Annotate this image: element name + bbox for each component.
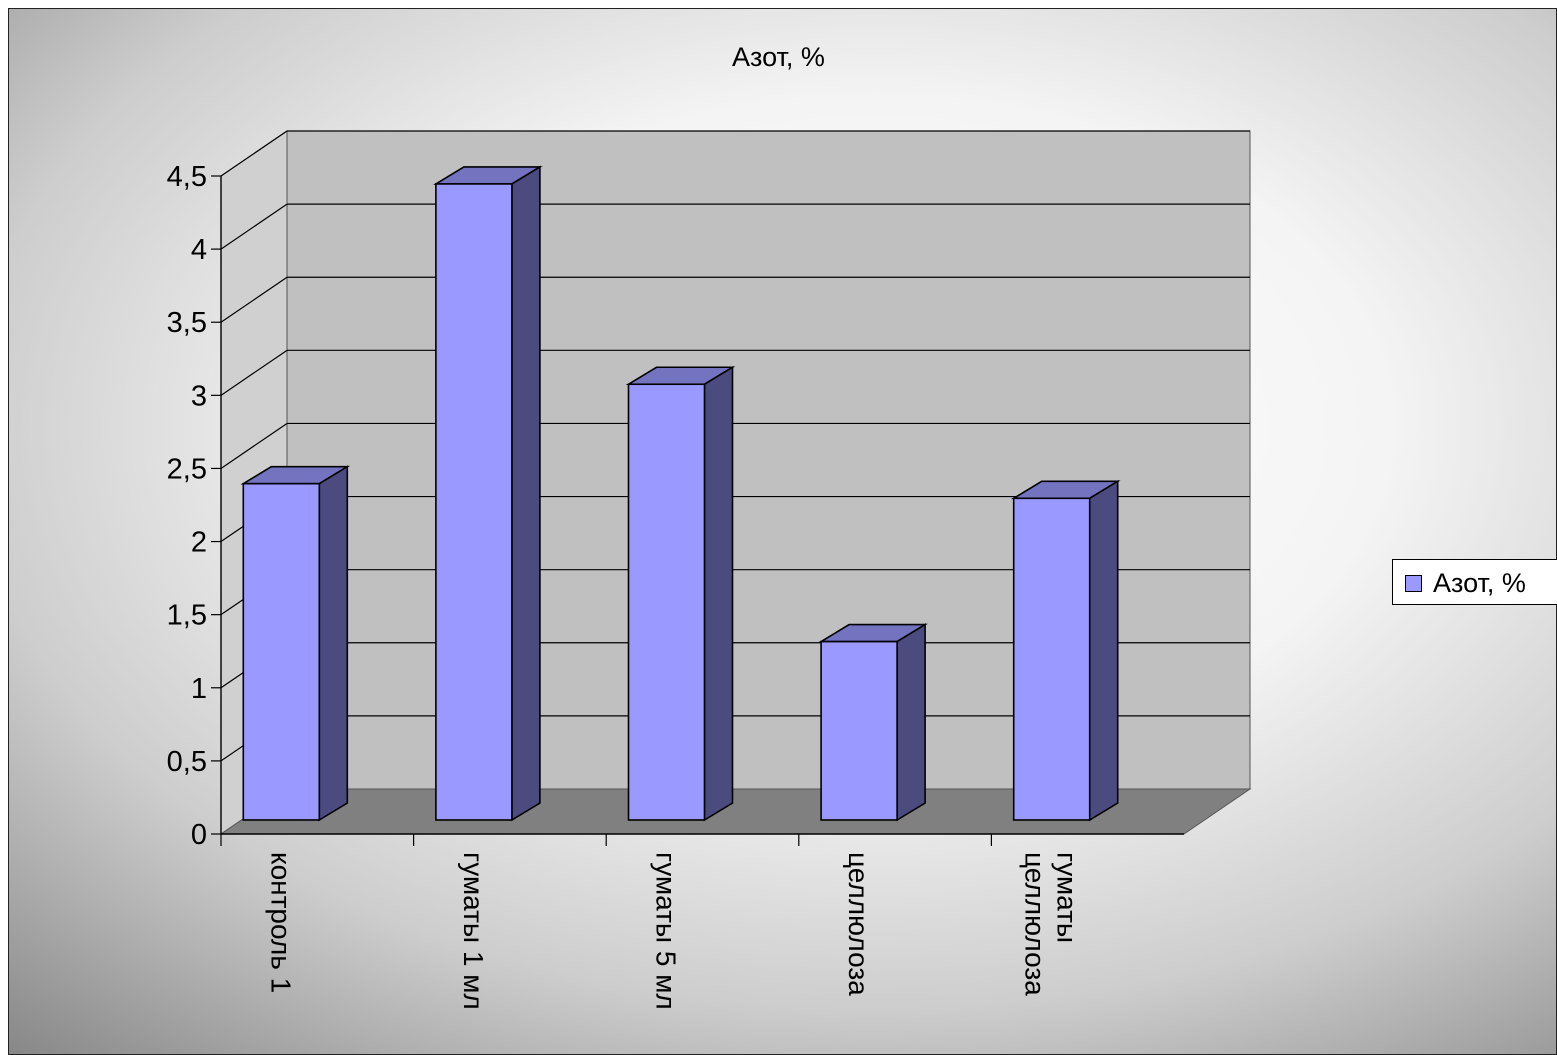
y-tick-label: 3,5 <box>167 307 207 339</box>
x-axis-category-labels: контроль 1 гуматы 1 мл гуматы 5 мл целлюлоз… <box>265 852 1082 1010</box>
bar <box>1012 497 1091 821</box>
gridline-side <box>220 422 288 469</box>
y-tick-label: 1,5 <box>167 600 207 632</box>
gridline-side <box>220 276 288 323</box>
bar <box>820 640 898 821</box>
category-label: гуматы 5 мл <box>651 852 682 1010</box>
gridline-side <box>220 349 288 396</box>
chart-axes <box>211 175 1184 846</box>
category-label: гуматы 1 мл <box>458 852 489 1010</box>
chart-title: Азот, % <box>732 42 825 72</box>
category-label-group: гуматы 5 мл <box>651 852 682 1010</box>
bar-side <box>896 623 926 822</box>
bar-side <box>1088 479 1119 822</box>
legend-label: Азот, % <box>1433 568 1526 598</box>
category-label: целлюлоза <box>843 852 874 996</box>
y-tick-label: 2,5 <box>167 453 207 485</box>
legend-swatch <box>1405 575 1422 592</box>
y-tick-label: 0 <box>191 819 207 851</box>
chart-legend: Азот, % <box>1392 559 1557 605</box>
category-label: целлюлоза <box>1020 852 1051 996</box>
y-tick-label: 2 <box>191 527 207 559</box>
y-tick-label: 1 <box>191 673 207 705</box>
bar <box>435 183 513 821</box>
category-label-group: контроль 1 <box>265 852 296 993</box>
chart-bars <box>240 165 1121 822</box>
category-label: контроль 1 <box>265 852 296 993</box>
gridline-side <box>220 203 288 250</box>
bar-side <box>318 465 349 822</box>
category-label-group: гуматы 1 мл <box>458 852 489 1010</box>
bar <box>242 482 321 821</box>
bar <box>627 383 706 821</box>
bar-side <box>511 165 541 822</box>
y-tick-label: 0,5 <box>167 746 207 778</box>
y-tick-label: 4 <box>191 234 207 266</box>
category-label-group: целлюлоза <box>843 852 874 996</box>
bar-side <box>703 365 734 822</box>
y-tick-label: 4,5 <box>167 161 207 193</box>
category-label: гуматы <box>1052 852 1083 943</box>
y-axis-tick-labels: 0 0,5 1 1,5 2 2,5 3 3,5 4 4,5 <box>167 161 207 851</box>
y-tick-label: 3 <box>191 380 207 412</box>
gridline-side <box>220 130 288 177</box>
